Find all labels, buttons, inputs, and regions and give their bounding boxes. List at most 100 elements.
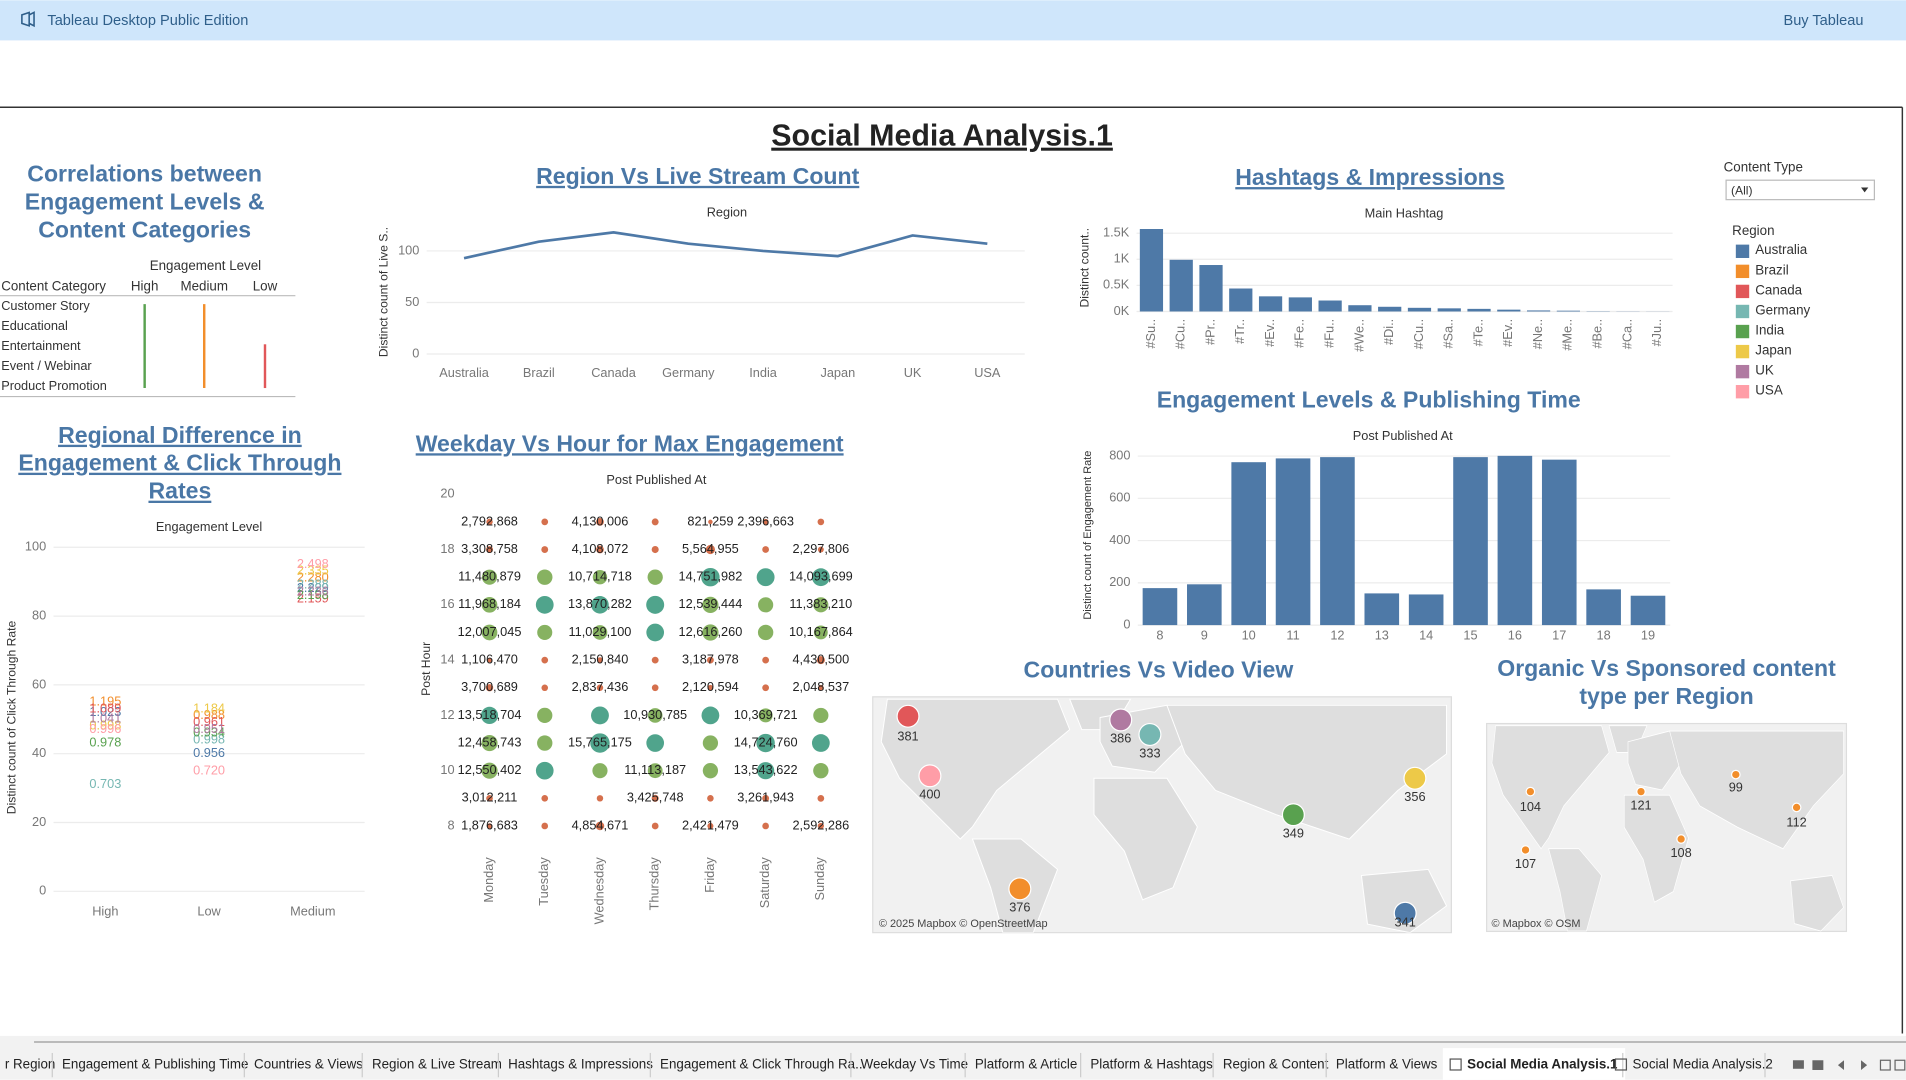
data-label: 2.335 bbox=[297, 563, 329, 578]
data-label: 11,029,100 bbox=[569, 624, 632, 639]
section-title: Content Categories bbox=[38, 216, 251, 242]
bar bbox=[1199, 265, 1223, 312]
bubble bbox=[762, 684, 770, 692]
bubble bbox=[541, 684, 549, 692]
table-row: Product Promotion bbox=[1, 378, 107, 393]
data-label: 3,425,748 bbox=[627, 790, 684, 805]
x-tick-label: 8 bbox=[1156, 627, 1163, 642]
sheet-tab[interactable]: Platform & Hashtags bbox=[1090, 1057, 1213, 1072]
bar bbox=[1139, 229, 1164, 312]
y-tick-label: 0 bbox=[1123, 616, 1130, 631]
map-label: 107 bbox=[1515, 856, 1536, 871]
data-label: 1,106,470 bbox=[461, 651, 518, 666]
map-attribution: © 2025 Mapbox © OpenStreetMap bbox=[879, 918, 1048, 930]
data-label: 15,765,175 bbox=[568, 734, 632, 749]
tab-icon bbox=[1614, 1058, 1628, 1071]
sheet-tab[interactable]: Social Media Analysis.2 bbox=[1632, 1057, 1772, 1072]
x-tick-label: #Su.. bbox=[1143, 319, 1158, 349]
bubble bbox=[535, 595, 554, 614]
bubble bbox=[757, 624, 774, 641]
data-label: 11,968,184 bbox=[458, 596, 521, 611]
bubble bbox=[596, 545, 604, 554]
data-label: 5,564,955 bbox=[682, 541, 739, 556]
y-tick-label: 18 bbox=[440, 541, 454, 556]
map-bubble bbox=[896, 704, 920, 728]
bubble bbox=[541, 546, 549, 553]
sheet-tab[interactable]: Region & Live Stream bbox=[372, 1057, 502, 1072]
x-tick-label: Monday bbox=[481, 857, 496, 903]
sheet-tab[interactable]: Hashtags & Impressions bbox=[508, 1057, 653, 1072]
bubble bbox=[537, 735, 553, 751]
sheet-tab[interactable]: Countries & Views bbox=[254, 1057, 363, 1072]
data-label: 11,113,187 bbox=[624, 762, 686, 777]
data-label: 0.720 bbox=[193, 762, 225, 777]
app-title: Tableau Desktop Public Edition bbox=[47, 13, 248, 29]
map-label: 349 bbox=[1283, 826, 1304, 841]
sheet-tab[interactable]: Platform & Article bbox=[975, 1057, 1077, 1072]
bubble bbox=[707, 795, 714, 802]
x-tick-label: Japan bbox=[820, 365, 855, 380]
sheet-tab[interactable]: Weekday Vs Time bbox=[861, 1057, 968, 1072]
bubble bbox=[485, 684, 494, 692]
sheet-nav-icons[interactable] bbox=[1792, 1059, 1906, 1071]
sheet-tab[interactable]: Social Media Analysis.1 bbox=[1467, 1057, 1618, 1072]
data-label: 14,724,760 bbox=[734, 734, 798, 749]
bubble bbox=[758, 708, 773, 723]
dropdown-arrow[interactable] bbox=[1861, 187, 1869, 193]
x-tick-label: UK bbox=[904, 365, 922, 380]
bar bbox=[1231, 462, 1266, 626]
bubble bbox=[591, 596, 609, 614]
x-tick-label: Germany bbox=[662, 365, 715, 380]
bubble bbox=[646, 623, 665, 642]
bubble bbox=[487, 657, 492, 663]
data-label: 2,592,286 bbox=[792, 817, 849, 832]
sheet-tab[interactable]: r Region bbox=[5, 1057, 56, 1072]
bubble bbox=[762, 794, 770, 802]
sheet-tab[interactable]: Region & Content bbox=[1223, 1057, 1329, 1072]
filter-value[interactable]: (All) bbox=[1731, 183, 1753, 197]
bubble bbox=[817, 822, 824, 830]
data-label: 2,120,594 bbox=[682, 679, 739, 694]
bar bbox=[1453, 457, 1488, 626]
bubble bbox=[647, 763, 663, 779]
data-label: 11,383,210 bbox=[789, 596, 852, 611]
data-label: 2,150,840 bbox=[572, 651, 629, 666]
line bbox=[463, 231, 988, 260]
data-label: 13,518,704 bbox=[458, 707, 522, 722]
buy-link[interactable]: Buy Tableau bbox=[1783, 13, 1863, 29]
sheet-tab[interactable]: Engagement & Click Through Ra... bbox=[660, 1057, 866, 1072]
data-label: 0.998 bbox=[89, 718, 121, 733]
bubble bbox=[813, 707, 829, 723]
y-tick-label: 800 bbox=[1109, 447, 1130, 462]
x-tick-label: Sunday bbox=[812, 857, 827, 901]
bubble bbox=[541, 795, 549, 802]
x-tick-label: 9 bbox=[1201, 627, 1208, 642]
x-tick-label: Medium bbox=[290, 903, 335, 918]
bubble bbox=[535, 761, 554, 780]
data-label: 0.998 bbox=[193, 731, 225, 746]
bubble bbox=[707, 822, 714, 830]
bubble bbox=[817, 546, 824, 553]
map-bubble bbox=[1403, 766, 1427, 790]
bubble bbox=[646, 734, 665, 752]
bubble bbox=[651, 518, 659, 526]
bubble bbox=[811, 734, 830, 752]
bar bbox=[1288, 297, 1312, 312]
bubble bbox=[486, 518, 493, 526]
bubble bbox=[817, 518, 825, 526]
bubble bbox=[813, 762, 829, 779]
legend-label: USA bbox=[1755, 383, 1783, 398]
data-label: 4,108,072 bbox=[572, 541, 629, 556]
filter-dropdown[interactable] bbox=[1725, 179, 1876, 201]
dashboard-title: Social Media Analysis.1 bbox=[771, 119, 1113, 153]
sheet-tab[interactable]: Engagement & Publishing Time bbox=[62, 1057, 248, 1072]
bubble bbox=[647, 708, 663, 723]
bubble bbox=[651, 684, 659, 692]
map-bubble bbox=[1281, 803, 1305, 827]
sheet-tab[interactable]: Platform & Views bbox=[1336, 1057, 1438, 1072]
bubble bbox=[481, 734, 498, 752]
x-tick-label: Low bbox=[197, 903, 221, 918]
y-tick-label: 8 bbox=[448, 817, 455, 832]
table-row-header: Content Category bbox=[1, 279, 106, 294]
y-tick-label: 0K bbox=[1114, 303, 1130, 318]
